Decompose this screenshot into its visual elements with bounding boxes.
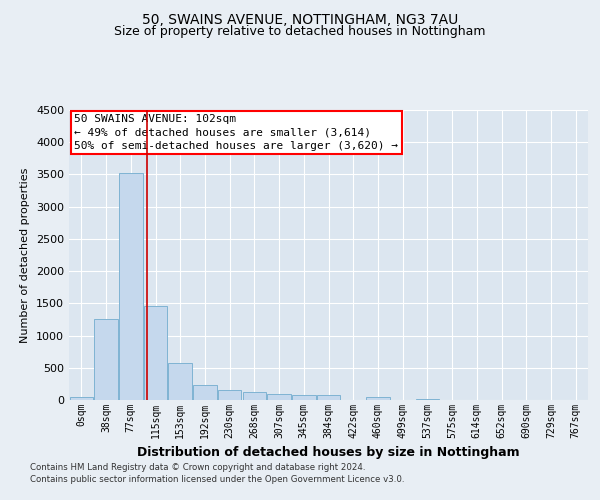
Bar: [169, 362, 192, 400]
Text: Contains public sector information licensed under the Open Government Licence v3: Contains public sector information licen…: [30, 475, 404, 484]
X-axis label: Distribution of detached houses by size in Nottingham: Distribution of detached houses by size …: [137, 446, 520, 460]
Bar: [268, 394, 291, 400]
Text: Contains HM Land Registry data © Crown copyright and database right 2024.: Contains HM Land Registry data © Crown c…: [30, 462, 365, 471]
Bar: [242, 392, 266, 400]
Bar: [144, 306, 167, 400]
Y-axis label: Number of detached properties: Number of detached properties: [20, 168, 31, 342]
Bar: [416, 398, 439, 400]
Bar: [94, 320, 118, 400]
Text: 50 SWAINS AVENUE: 102sqm
← 49% of detached houses are smaller (3,614)
50% of sem: 50 SWAINS AVENUE: 102sqm ← 49% of detach…: [74, 114, 398, 151]
Text: Size of property relative to detached houses in Nottingham: Size of property relative to detached ho…: [114, 25, 486, 38]
Bar: [218, 390, 241, 400]
Bar: [193, 385, 217, 400]
Bar: [317, 396, 340, 400]
Bar: [292, 395, 316, 400]
Text: 50, SWAINS AVENUE, NOTTINGHAM, NG3 7AU: 50, SWAINS AVENUE, NOTTINGHAM, NG3 7AU: [142, 12, 458, 26]
Bar: [119, 173, 143, 400]
Bar: [70, 397, 93, 400]
Bar: [366, 397, 389, 400]
